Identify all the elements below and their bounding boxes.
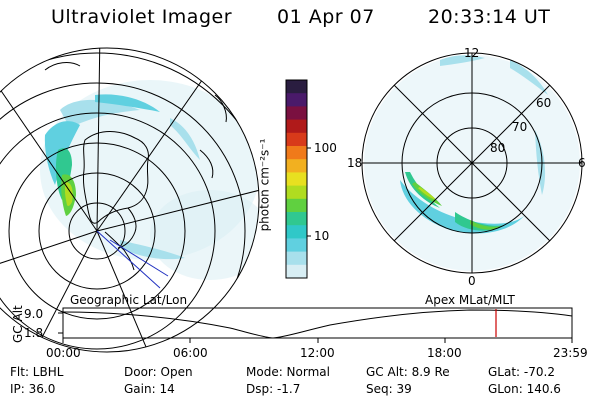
mlat-label-80: 80 (490, 141, 506, 155)
colorbar-swatch (286, 106, 307, 121)
seq-readout: Seq: 39 (366, 382, 412, 396)
door-readout: Door: Open (124, 365, 193, 379)
instrument-title: Ultraviolet Imager (51, 6, 233, 28)
observation-date: 01 Apr 07 (277, 6, 375, 28)
colorbar-swatch (286, 251, 307, 266)
colorbar-swatch (286, 159, 307, 173)
mlt-label-0: 0 (468, 274, 476, 288)
timeline-xtick-0000: 00:00 (46, 346, 81, 360)
gain-readout: Gain: 14 (124, 382, 175, 396)
colorbar-swatch (286, 198, 307, 213)
observation-time: 20:33:14 UT (428, 6, 551, 28)
mlat-label-60: 60 (536, 96, 552, 110)
filter-readout: Flt: LBHL (10, 365, 64, 379)
timeline-ytick-max: 9.0 (24, 307, 44, 321)
left-map-outline (0, 47, 260, 353)
mode-readout: Mode: Normal (246, 365, 330, 379)
ip-readout: IP: 36.0 (10, 382, 56, 396)
right-map-caption: Apex MLat/MLT (425, 293, 515, 307)
glat-readout: GLat: -70.2 (488, 365, 555, 379)
timeline-xtick-2359: 23:59 (553, 346, 588, 360)
colorbar-swatch (286, 225, 307, 239)
mlt-label-6: 6 (578, 156, 586, 170)
colorbar-tick-100: 100 (314, 141, 337, 155)
colorbar-swatch (286, 93, 307, 107)
timeline-ticks (58, 312, 573, 343)
colorbar-unit-label: photon cm⁻²s⁻¹ (257, 138, 272, 232)
left-map-caption: Geographic Lat/Lon (70, 293, 188, 307)
mlt-label-18: 18 (347, 156, 363, 170)
altitude-curve (62, 309, 573, 339)
geographic-map (0, 47, 260, 353)
timeline-xtick-0600: 06:00 (173, 346, 208, 360)
colorbar-swatch (286, 172, 307, 187)
right-map-outline (361, 52, 583, 274)
footprint-trace (96, 230, 169, 289)
timeline-xtick-1200: 12:00 (300, 346, 335, 360)
color-scale (285, 79, 311, 279)
mlat-label-70: 70 (512, 120, 528, 134)
colorbar-swatch (286, 119, 307, 134)
colorbar-swatch (286, 132, 307, 147)
colorbar-frame (285, 79, 308, 279)
mlt-grid (362, 53, 582, 273)
colorbar-swatch (286, 80, 307, 94)
colorbar-swatch (286, 146, 307, 160)
glon-readout: GLon: 140.6 (488, 382, 561, 396)
mlt-label-12: 12 (464, 46, 480, 60)
left-auroral-emission (44, 94, 200, 260)
altitude-timeline (58, 307, 573, 343)
magnetic-polar-map (361, 52, 583, 274)
colorbar-swatch (286, 238, 307, 253)
gc-alt-readout: GC Alt: 8.9 Re (366, 365, 450, 379)
geographic-grid (0, 48, 259, 352)
colorbar-tick-10: 10 (314, 229, 330, 243)
timeline-axis-label: GC Alt (11, 305, 25, 343)
colorbar-swatch (286, 185, 307, 200)
timeline-xtick-1800: 18:00 (427, 346, 462, 360)
dsp-readout: Dsp: -1.7 (246, 382, 301, 396)
colorbar-swatch (286, 264, 307, 279)
timeline-ytick-min: 1.8 (24, 326, 44, 340)
colorbar-swatch (286, 212, 307, 226)
